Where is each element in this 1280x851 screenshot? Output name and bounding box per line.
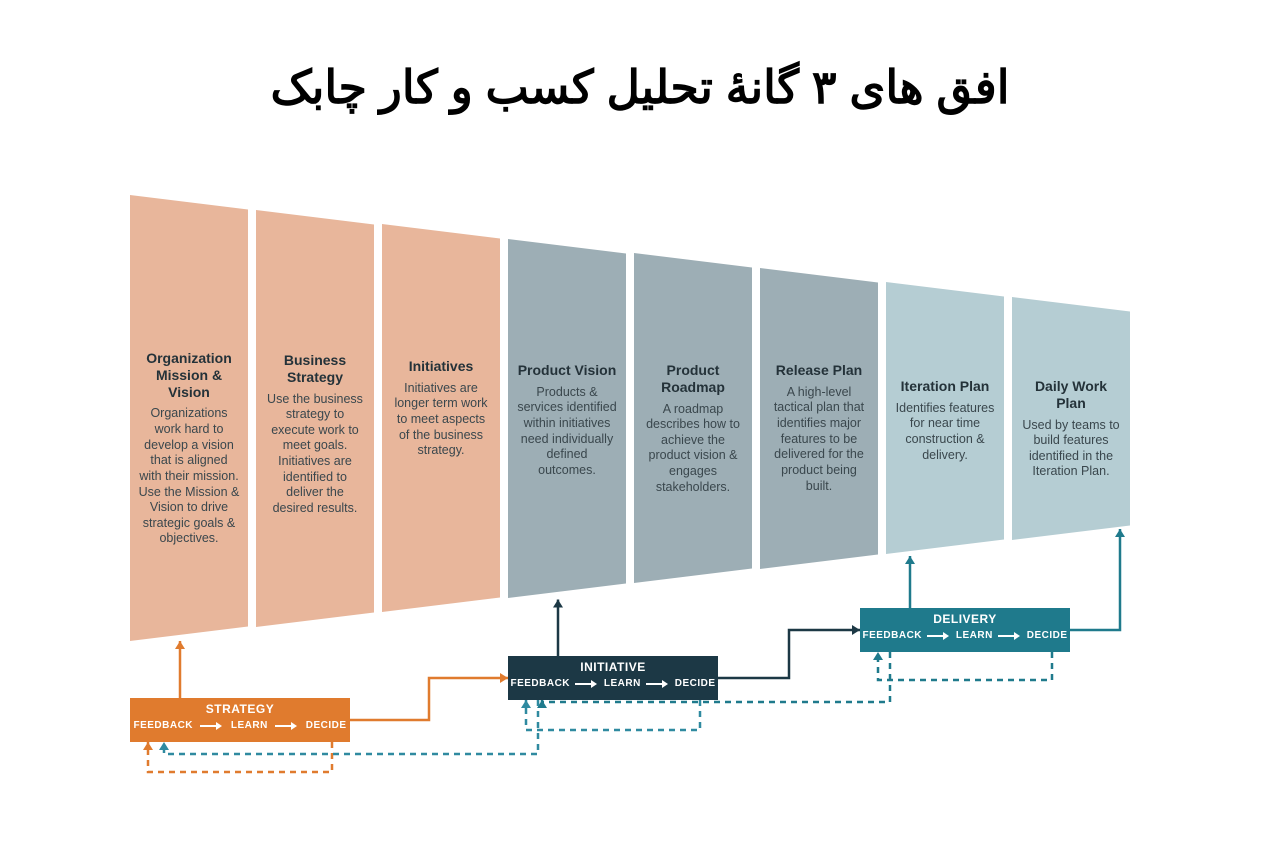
- funnel-panel: Product Roadmap A roadmap describes how t…: [634, 253, 752, 583]
- funnel-panel: Daily Work Plan Used by teams to build fe…: [1012, 297, 1130, 540]
- panel-body: Organizations work hard to develop a vis…: [138, 406, 240, 547]
- panel-body: Used by teams to build features identifi…: [1020, 418, 1122, 481]
- panel-title: Initiatives: [390, 358, 492, 375]
- panel-body: Initiatives are longer term work to meet…: [390, 381, 492, 459]
- horizon-step-label: DECIDE: [306, 720, 347, 731]
- horizon-step-label: DECIDE: [675, 678, 716, 689]
- horizon-step-label: FEEDBACK: [510, 678, 570, 689]
- arrow-icon: [927, 632, 951, 640]
- panel-title: Product Vision: [516, 362, 618, 379]
- horizon-title: STRATEGY: [130, 702, 350, 716]
- horizons-diagram: Organization Mission & Vision Organizatio…: [0, 190, 1280, 790]
- funnel-panel: Iteration Plan Identifies features for ne…: [886, 282, 1004, 554]
- horizon-step-label: FEEDBACK: [133, 720, 193, 731]
- funnel-panel: Initiatives Initiatives are longer term w…: [382, 224, 500, 612]
- arrow-icon: [998, 632, 1022, 640]
- funnel-panel: Release Plan A high-level tactical plan t…: [760, 268, 878, 569]
- horizon-steps: FEEDBACK LEARN DECIDE: [860, 630, 1070, 641]
- horizon-step-label: LEARN: [604, 678, 641, 689]
- horizon-step-label: LEARN: [231, 720, 268, 731]
- arrow-icon: [646, 680, 670, 688]
- funnel-panel: Product Vision Products & services identi…: [508, 239, 626, 598]
- horizon-steps: FEEDBACK LEARN DECIDE: [508, 678, 718, 689]
- horizon-step-label: DECIDE: [1027, 630, 1068, 641]
- panel-body: Products & services identified within in…: [516, 385, 618, 479]
- panel-title: Product Roadmap: [642, 362, 744, 396]
- horizon-title: DELIVERY: [860, 612, 1070, 626]
- page-title: افق های ۳ گانهٔ تحلیل کسب و کار چابک: [0, 60, 1280, 114]
- funnel-panel: Business Strategy Use the business strate…: [256, 210, 374, 627]
- horizon-step-label: LEARN: [956, 630, 993, 641]
- horizon-strategy-box: STRATEGY FEEDBACK LEARN DECIDE: [130, 698, 350, 742]
- horizon-delivery-box: DELIVERY FEEDBACK LEARN DECIDE: [860, 608, 1070, 652]
- panel-title: Iteration Plan: [894, 378, 996, 395]
- panel-body: Use the business strategy to execute wor…: [264, 392, 366, 517]
- horizon-steps: FEEDBACK LEARN DECIDE: [130, 720, 350, 731]
- panel-title: Daily Work Plan: [1020, 378, 1122, 412]
- arrow-icon: [275, 722, 299, 730]
- horizon-step-label: FEEDBACK: [862, 630, 922, 641]
- panel-body: A roadmap describes how to achieve the p…: [642, 402, 744, 496]
- horizon-initiative-box: INITIATIVE FEEDBACK LEARN DECIDE: [508, 656, 718, 700]
- arrow-icon: [575, 680, 599, 688]
- funnel-panel: Organization Mission & Vision Organizatio…: [130, 195, 248, 641]
- panel-title: Organization Mission & Vision: [138, 350, 240, 400]
- panel-title: Business Strategy: [264, 352, 366, 386]
- horizon-title: INITIATIVE: [508, 660, 718, 674]
- panel-body: A high-level tactical plan that identifi…: [768, 385, 870, 494]
- arrow-icon: [200, 722, 224, 730]
- panel-body: Identifies features for near time constr…: [894, 401, 996, 464]
- panel-title: Release Plan: [768, 362, 870, 379]
